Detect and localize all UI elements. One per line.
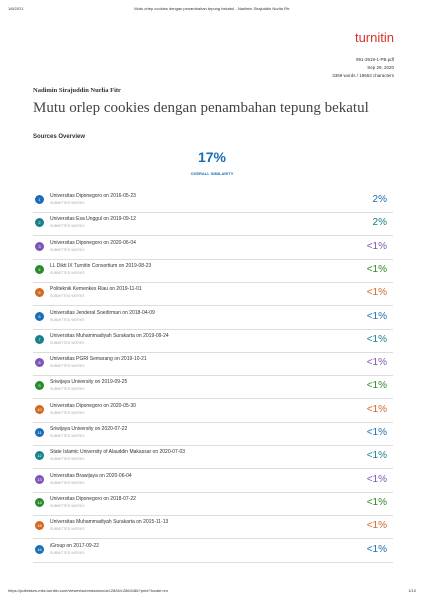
source-number: 9 [35, 381, 44, 391]
source-type: SUBMITTED WORKS [50, 201, 85, 205]
source-name: Politeknik Kemenkes Riau on 2019-11-01 [50, 286, 142, 293]
print-title: Mutu orlep cookies dengan penambahan tep… [134, 6, 290, 11]
source-type: SUBMITTED WORKS [50, 527, 85, 532]
section-heading: Sources Overview [33, 134, 86, 140]
source-row: 3 Universitas Diponegoro on 2020-06-04 SUB… [33, 236, 393, 260]
source-percent: <1% [366, 333, 387, 345]
source-number: 13 [35, 474, 44, 484]
source-name: Universitas Muhammadiyah Surakarta on 20… [50, 519, 169, 526]
filename: 991-3519-1-PB.pdf [355, 57, 394, 62]
source-row: 6 Universitas Jenderal Soedirman on 2018-… [33, 306, 393, 330]
source-name: Universitas PGRI Semarang on 2019-10-21 [50, 356, 147, 363]
source-number: 2 [35, 218, 44, 228]
source-row: 13 Universitas Brawijaya on 2020-06-04 SUB… [33, 469, 393, 493]
source-percent: <1% [366, 496, 387, 508]
source-number: 16 [35, 544, 44, 554]
source-number: 1 [35, 195, 44, 204]
source-type: SUBMITTED WORKS [50, 410, 85, 415]
source-row: 12 State Islamic University of Alauddin M… [33, 445, 393, 470]
doc-title: Mutu orlep cookies dengan penambahan tep… [33, 100, 369, 116]
source-row: 7 Universitas Muhammadiyah Surakarta on 2… [33, 329, 393, 353]
source-number: 10 [35, 404, 44, 414]
source-number: 4 [35, 264, 44, 274]
source-name: State Islamic University of Alauddin Mak… [50, 449, 186, 456]
source-name: iGroup on 2017-09-22 [50, 542, 99, 549]
source-number: 3 [35, 241, 44, 251]
source-row: 5 Politeknik Kemenkes Riau on 2019-11-01 S… [33, 282, 393, 307]
source-percent: <1% [366, 310, 387, 322]
source-number: 8 [35, 358, 44, 368]
source-row: 9 Sriwijaya University on 2019-09-25 SUBMI… [33, 375, 393, 400]
print-date: 1/6/2021 [8, 6, 24, 11]
source-percent: <1% [366, 263, 387, 275]
source-type: SUBMITTED WORKS [50, 317, 85, 322]
source-type: SUBMITTED WORKS [50, 434, 85, 438]
source-type: SUBMITTED WORKS [50, 294, 85, 299]
submission-date: Sep 29, 2020 [367, 65, 394, 70]
source-name: Sriwijaya University on 2020-07-22 [50, 426, 128, 432]
source-percent: <1% [366, 380, 387, 392]
source-percent: <1% [366, 473, 387, 485]
source-row: 1 Universitas Diponegoro on 2016-05-23 SUB… [33, 189, 393, 213]
logo: turnitin [354, 30, 394, 45]
source-percent: 2% [372, 194, 387, 205]
source-type: SUBMITTED WORKS [50, 550, 85, 555]
source-type: SUBMITTED WORKS [50, 247, 85, 252]
source-percent: <1% [366, 450, 387, 462]
source-number: 12 [35, 451, 44, 461]
overall-label: OVERALL SIMILARITY [190, 171, 234, 176]
overall-value: 17% [197, 149, 227, 165]
source-name: Universitas Jenderal Soedirman on 2018-0… [50, 309, 155, 316]
source-row: 11 Sriwijaya University on 2020-07-22 SUBM… [33, 422, 393, 446]
source-percent: <1% [366, 240, 387, 252]
source-name: Universitas Muhammadiyah Surakarta on 20… [50, 332, 169, 339]
footer-url: https://poltekkes-mks.turnitin.com/viewe… [8, 588, 168, 593]
source-name: Universitas Diponegoro on 2020-05-30 [50, 402, 136, 409]
word-count: 3369 words / 19663 characters [332, 73, 394, 78]
source-type: SUBMITTED WORKS [50, 480, 85, 485]
source-type: SUBMITTED WORKS [50, 364, 85, 369]
source-type: SUBMITTED WORKS [50, 387, 85, 392]
source-row: 10 Universitas Diponegoro on 2020-05-30 SU… [33, 399, 393, 423]
source-name: Universitas Diponegoro on 2020-06-04 [50, 239, 136, 246]
source-type: SUBMITTED WORKS [50, 503, 85, 508]
source-number: 7 [35, 334, 44, 344]
source-percent: <1% [366, 520, 387, 532]
source-number: 5 [35, 288, 44, 298]
source-percent: <1% [366, 543, 387, 555]
source-number: 11 [35, 428, 44, 437]
source-name: LL Dikti IX Turnitin Consortium on 2019-… [50, 262, 152, 269]
footer-page: 1/10 [408, 588, 416, 593]
source-row: 16 iGroup on 2017-09-22 SUBMITTED WORKS <1% [33, 539, 393, 563]
source-name: Universitas Brawijaya on 2020-06-04 [50, 472, 132, 479]
source-type: SUBMITTED WORKS [50, 224, 85, 229]
source-name: Universitas Diponegoro on 2018-07-22 [50, 495, 136, 502]
source-name: Universitas Esa Unggul on 2019-09-12 [50, 216, 136, 223]
source-row: 14 Universitas Diponegoro on 2018-07-22 SU… [33, 492, 393, 516]
source-number: 6 [35, 311, 44, 321]
source-row: 2 Universitas Esa Unggul on 2019-09-12 SUB… [33, 212, 393, 237]
source-row: 4 LL Dikti IX Turnitin Consortium on 2019… [33, 259, 393, 283]
source-type: SUBMITTED WORKS [50, 457, 85, 462]
source-percent: <1% [366, 287, 387, 299]
source-name: Sriwijaya University on 2019-09-25 [50, 379, 128, 386]
source-type: SUBMITTED WORKS [50, 340, 85, 345]
source-number: 15 [35, 521, 44, 531]
source-number: 14 [35, 497, 44, 507]
source-name: Universitas Diponegoro on 2016-05-23 [50, 193, 136, 199]
source-row: 15 Universitas Muhammadiyah Surakarta on … [33, 515, 393, 540]
source-percent: <1% [366, 403, 387, 415]
author: Nadimin Sirajuddin Nurlia Fitr [33, 87, 121, 94]
source-percent: 2% [372, 217, 387, 229]
source-type: SUBMITTED WORKS [50, 270, 85, 275]
source-row: 8 Universitas PGRI Semarang on 2019-10-21… [33, 352, 393, 377]
source-percent: <1% [366, 357, 387, 369]
source-percent: <1% [366, 427, 387, 438]
